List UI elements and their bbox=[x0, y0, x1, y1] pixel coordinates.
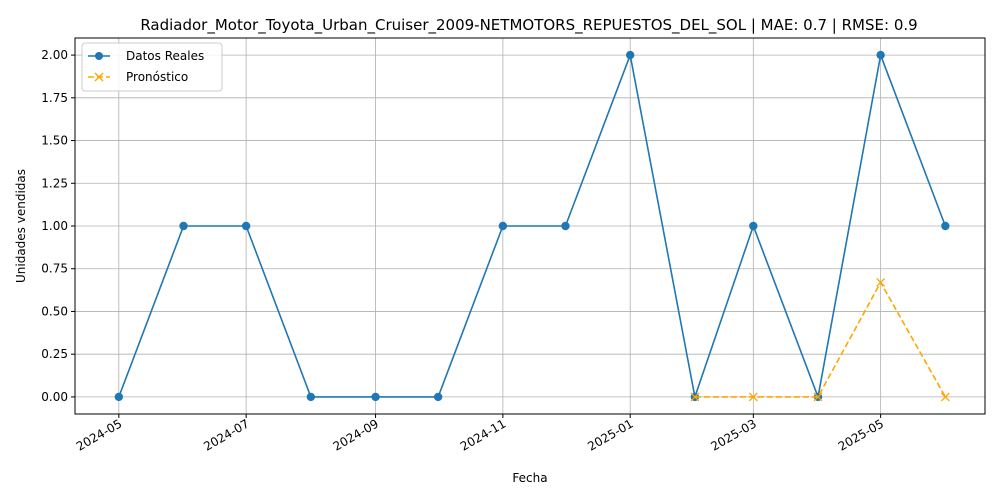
series-line-0 bbox=[118, 52, 947, 401]
data-point-0 bbox=[179, 221, 188, 231]
legend-label-datos-reales: Datos Reales bbox=[126, 49, 204, 63]
data-point-1 bbox=[940, 392, 950, 402]
x-tick-label: 2024-07 bbox=[201, 416, 251, 453]
y-axis-title: Unidades vendidas bbox=[14, 169, 28, 283]
data-point-1 bbox=[690, 392, 700, 402]
data-point-0 bbox=[876, 50, 885, 60]
x-tick-label: 2025-05 bbox=[836, 416, 886, 453]
data-point-1 bbox=[876, 277, 886, 287]
legend-box bbox=[81, 42, 223, 92]
data-point-1 bbox=[813, 392, 823, 402]
x-tick-label: 2025-01 bbox=[585, 416, 635, 453]
data-point-0 bbox=[498, 221, 508, 231]
data-point-0 bbox=[625, 50, 635, 60]
legend-label-pronostico: Pronóstico bbox=[126, 70, 188, 84]
data-point-0 bbox=[241, 221, 251, 231]
data-point-0 bbox=[433, 392, 443, 402]
data-point-0 bbox=[306, 392, 316, 402]
legend-marker-pronostico bbox=[94, 72, 104, 82]
chart-title: Radiador_Motor_Toyota_Urban_Cruiser_2009… bbox=[140, 16, 917, 35]
y-tick-label: 0.25 bbox=[41, 347, 68, 361]
x-tick-label: 2024-05 bbox=[74, 416, 124, 453]
y-tick-label: 1.25 bbox=[41, 176, 68, 190]
data-point-0 bbox=[561, 221, 570, 231]
x-tick-label: 2025-03 bbox=[708, 416, 758, 453]
data-point-0 bbox=[371, 392, 380, 402]
legend: Datos Reales Pronóstico bbox=[81, 42, 223, 92]
x-axis-title: Fecha bbox=[512, 471, 547, 485]
y-tick-label: 1.00 bbox=[41, 219, 68, 233]
series-line-1 bbox=[694, 280, 947, 398]
data-point-1 bbox=[748, 392, 758, 402]
y-tick-label: 0.00 bbox=[41, 390, 68, 404]
data-point-0 bbox=[941, 221, 950, 231]
y-tick-label: 0.50 bbox=[41, 304, 68, 318]
data-point-0 bbox=[114, 392, 124, 402]
y-tick-label: 2.00 bbox=[41, 48, 68, 62]
data-point-0 bbox=[749, 221, 758, 231]
y-tick-label: 1.75 bbox=[41, 91, 68, 105]
y-tick-label: 0.75 bbox=[41, 262, 68, 276]
x-tick-label: 2024-11 bbox=[458, 416, 508, 453]
x-tick-label: 2024-09 bbox=[331, 416, 381, 453]
legend-marker-datos-reales bbox=[95, 52, 103, 60]
y-tick-label: 1.50 bbox=[41, 134, 68, 148]
series-layer bbox=[114, 50, 950, 402]
axis-ticks: 0.00 0.25 0.50 0.75 1.00 1.25 1.50 1.75 2.00 2024… bbox=[41, 48, 886, 454]
